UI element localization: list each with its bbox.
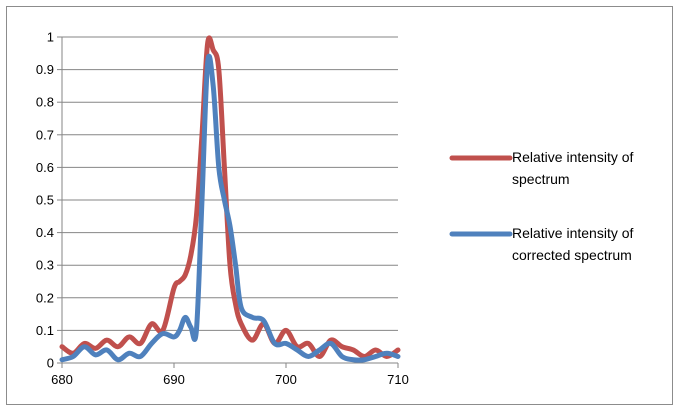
y-tick-label: 0.6: [36, 160, 54, 175]
x-tick-labels: 680 690 700 710: [51, 372, 409, 387]
legend-label-1: spectrum: [512, 171, 570, 187]
x-tick-label: 700: [275, 372, 297, 387]
y-tick-label: 0.5: [36, 193, 54, 208]
y-tick-label: 1: [47, 30, 54, 45]
x-tick-label: 710: [387, 372, 409, 387]
x-tick-label: 690: [163, 372, 185, 387]
y-tick-label: 0.4: [36, 225, 54, 240]
series-line-1: [62, 38, 398, 357]
y-tick-label: 0.2: [36, 290, 54, 305]
y-tick-label: 0: [47, 356, 54, 371]
legend-label-1: Relative intensity of: [512, 149, 634, 165]
y-tick-label: 0.1: [36, 323, 54, 338]
legend-label-2: Relative intensity of: [512, 225, 634, 241]
y-tick-label: 0.3: [36, 258, 54, 273]
legend-label-2: corrected spectrum: [512, 247, 632, 263]
x-tick-label: 680: [51, 372, 73, 387]
legend: Relative intensity of spectrum Relative in…: [452, 149, 634, 263]
y-tick-label: 0.9: [36, 62, 54, 77]
series-lines: [62, 38, 398, 360]
y-tick-labels: 0 0.1 0.2 0.3 0.4 0.5 0.6 0.7 0.8 0.9 1: [36, 30, 54, 371]
y-tick-label: 0.8: [36, 95, 54, 110]
y-tick-label: 0.7: [36, 127, 54, 142]
